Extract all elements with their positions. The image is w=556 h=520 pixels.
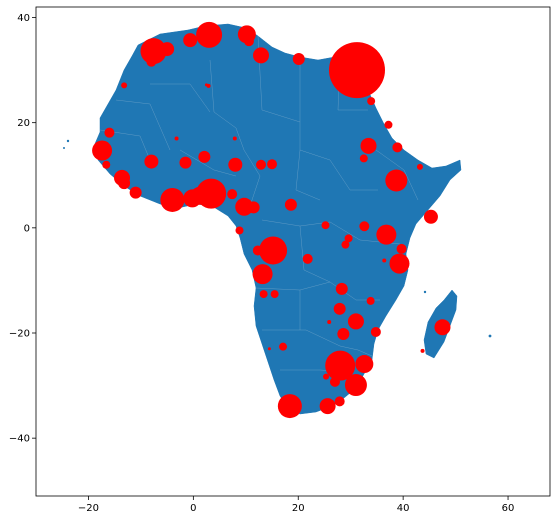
- city-bubble: [321, 221, 330, 230]
- city-bubble: [121, 82, 128, 89]
- city-bubble: [198, 150, 211, 163]
- y-tick-label: 20: [17, 118, 30, 129]
- city-bubble: [252, 264, 273, 285]
- city-bubble: [190, 186, 209, 205]
- city-bubble: [420, 348, 425, 353]
- island-cape-verde: [66, 139, 70, 143]
- city-bubble: [256, 159, 267, 170]
- city-bubble: [232, 136, 237, 141]
- x-tick-label: 40: [397, 503, 410, 514]
- x-tick-label: 60: [502, 503, 515, 514]
- bubble-layer: [92, 21, 451, 419]
- city-bubble: [396, 243, 407, 254]
- city-bubble: [385, 169, 408, 192]
- axis-ticks: −20 0 20 40 60 −40 −20 0 20 40: [9, 13, 515, 514]
- city-bubble: [360, 137, 377, 154]
- island-comoros: [423, 290, 427, 294]
- island-cape-verde-2: [63, 147, 65, 149]
- city-bubble: [118, 177, 131, 190]
- city-bubble: [434, 319, 451, 336]
- city-bubble: [347, 313, 364, 330]
- y-tick-label: 0: [24, 223, 30, 234]
- city-bubble: [129, 186, 142, 199]
- city-bubble: [104, 127, 115, 138]
- city-bubble: [235, 197, 254, 216]
- city-bubble: [140, 38, 167, 65]
- x-tick-label: −20: [78, 503, 99, 514]
- city-bubble: [144, 154, 159, 169]
- city-bubble: [337, 328, 350, 341]
- y-tick-label: −40: [9, 434, 30, 445]
- city-bubble: [389, 253, 410, 274]
- city-bubble: [267, 347, 271, 351]
- island-bioko: [240, 195, 244, 199]
- city-bubble: [279, 342, 288, 351]
- city-bubble: [160, 187, 185, 212]
- city-bubble: [227, 189, 238, 200]
- city-bubble: [334, 396, 345, 407]
- city-bubble: [359, 221, 370, 232]
- city-bubble: [359, 154, 368, 163]
- city-bubble: [253, 47, 270, 64]
- city-bubble: [183, 33, 198, 48]
- city-bubble: [319, 398, 336, 415]
- city-bubble: [277, 394, 302, 419]
- city-bubble: [252, 245, 263, 256]
- y-tick-label: −20: [9, 329, 30, 340]
- city-bubble: [335, 282, 348, 295]
- city-bubble: [423, 209, 438, 224]
- city-bubble: [174, 136, 179, 141]
- city-bubble: [243, 36, 254, 47]
- city-bubble: [92, 140, 113, 161]
- city-bubble: [392, 142, 403, 153]
- city-bubble: [146, 56, 157, 67]
- city-bubble: [228, 157, 243, 172]
- x-tick-label: 0: [190, 503, 196, 514]
- city-bubble: [302, 253, 313, 264]
- city-bubble: [102, 160, 111, 169]
- city-bubble: [247, 201, 260, 214]
- city-bubble: [382, 258, 387, 263]
- city-bubble: [204, 83, 208, 87]
- city-bubble: [284, 198, 297, 211]
- city-bubble: [329, 376, 340, 387]
- city-bubble: [325, 350, 356, 381]
- city-bubble: [259, 290, 268, 299]
- city-bubble: [235, 226, 244, 235]
- city-bubble: [323, 373, 330, 380]
- city-bubble: [370, 326, 381, 337]
- city-bubble: [376, 224, 397, 245]
- city-bubble: [333, 302, 346, 315]
- y-tick-label: 40: [17, 13, 30, 24]
- city-bubble: [367, 97, 376, 106]
- city-bubble: [327, 319, 332, 324]
- city-bubble: [292, 53, 305, 66]
- axes-frame: [35, 6, 551, 497]
- island-mauritius: [488, 334, 492, 338]
- city-bubble: [355, 355, 374, 374]
- city-bubble: [196, 21, 223, 48]
- city-bubble: [328, 42, 385, 99]
- city-bubble: [179, 156, 192, 169]
- city-bubble: [344, 234, 353, 243]
- city-bubble: [270, 290, 279, 299]
- city-bubble: [259, 236, 288, 265]
- city-bubble: [160, 42, 175, 57]
- city-bubble: [384, 120, 393, 129]
- city-bubble: [344, 374, 367, 397]
- city-bubble: [341, 240, 350, 249]
- city-bubble: [416, 163, 423, 170]
- city-bubble: [366, 296, 375, 305]
- city-bubble: [267, 159, 278, 170]
- x-tick-label: 20: [292, 503, 305, 514]
